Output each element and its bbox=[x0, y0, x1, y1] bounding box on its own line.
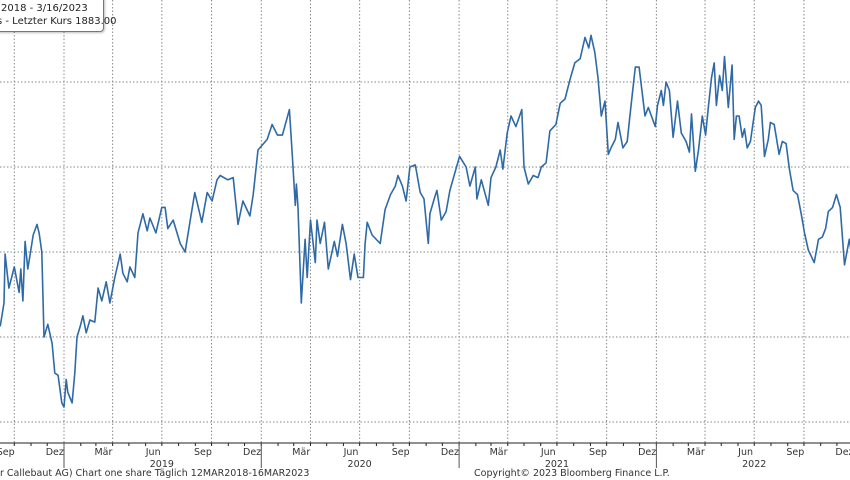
year-label: 2022 bbox=[742, 459, 766, 470]
x-tick-label: Jun bbox=[737, 447, 753, 458]
year-label: 2020 bbox=[348, 459, 372, 470]
x-tick-label: Dez bbox=[835, 447, 850, 458]
legend-box: 2018 - 3/16/2023 s - Letzter Kurs 1883.0… bbox=[0, 0, 117, 32]
x-tick-label: Mär bbox=[94, 447, 112, 458]
x-tick-label: Sep bbox=[0, 447, 15, 458]
x-tick-label: Dez bbox=[441, 447, 459, 458]
x-tick-label: Dez bbox=[243, 447, 261, 458]
x-tick-label: Mär bbox=[687, 447, 705, 458]
x-tick-label: Sep bbox=[786, 447, 804, 458]
price-series-line bbox=[0, 34, 850, 408]
x-tick-label: Dez bbox=[638, 447, 656, 458]
footer-source: r Callebaut AG) Chart one share Täglich … bbox=[0, 468, 310, 479]
x-tick-label: Jun bbox=[540, 447, 556, 458]
x-tick-label: Jun bbox=[343, 447, 359, 458]
x-tick-label: Dez bbox=[46, 447, 64, 458]
x-tick-label: Sep bbox=[589, 447, 607, 458]
x-tick-label: Mär bbox=[292, 447, 310, 458]
x-tick-label: Jun bbox=[145, 447, 161, 458]
year-label: 2021 bbox=[545, 459, 569, 470]
x-tick-label: Mär bbox=[490, 447, 508, 458]
x-tick-label: Sep bbox=[194, 447, 212, 458]
x-tick-label: Sep bbox=[392, 447, 410, 458]
year-label: 2019 bbox=[150, 459, 174, 470]
footer-copyright: Copyright© 2023 Bloomberg Finance L.P. bbox=[474, 468, 670, 479]
legend-last-price: s - Letzter Kurs 1883.00 bbox=[0, 16, 117, 27]
legend-date-range: 2018 - 3/16/2023 bbox=[1, 3, 88, 14]
